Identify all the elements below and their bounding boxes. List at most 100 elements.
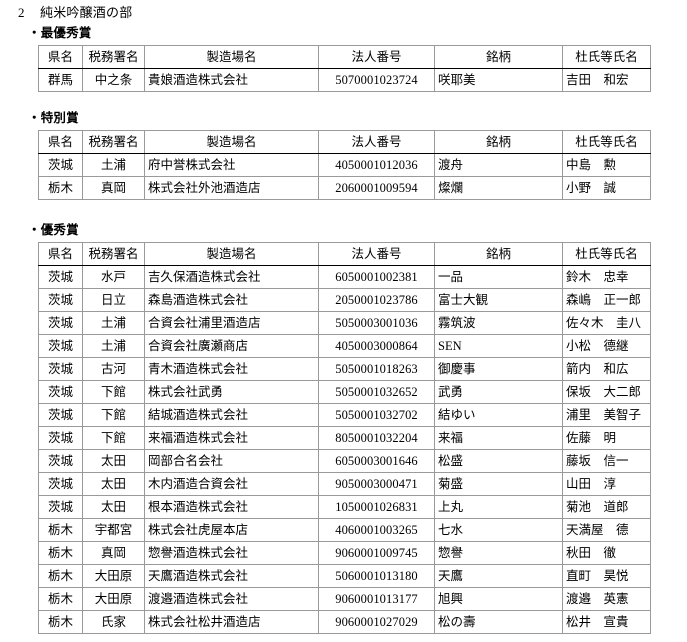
- page-title: 2 純米吟醸酒の部: [18, 4, 132, 22]
- column-header-hojin-bango: 法人番号: [318, 130, 435, 154]
- section-number: 2: [18, 5, 25, 20]
- cell-meigara: 菊盛: [434, 472, 563, 496]
- table-row: 群馬 中之条 貴娘酒造株式会社 5070001023724 咲耶美 吉田 和宏: [38, 68, 651, 92]
- cell-zeimusho: 日立: [82, 288, 145, 312]
- cell-meigara: 旭興: [434, 587, 563, 611]
- award-section-excellent: ・優秀賞 県名 税務署名 製造場名 法人番号 銘柄 杜氏等氏名 茨城 水戸 吉久保酒…: [0, 222, 687, 642]
- cell-hojin-bango: 5070001023724: [318, 68, 435, 92]
- column-header-seizojo: 製造場名: [144, 45, 319, 69]
- cell-meigara: 結ゆい: [434, 403, 563, 427]
- cell-meigara: 武勇: [434, 380, 563, 404]
- cell-zeimusho: 下館: [82, 380, 145, 404]
- cell-meigara: 松の壽: [434, 610, 563, 634]
- column-header-seizojo: 製造場名: [144, 242, 319, 266]
- award-table-excellent: 県名 税務署名 製造場名 法人番号 銘柄 杜氏等氏名 茨城 水戸 吉久保酒造株式会社…: [38, 242, 651, 634]
- cell-ken: 栃木: [38, 610, 83, 634]
- cell-zeimusho: 下館: [82, 426, 145, 450]
- cell-seizojo: 渡邉酒造株式会社: [144, 587, 319, 611]
- table-row: 茨城 下館 株式会社武勇 5050001032652 武勇 保坂 大二郎: [38, 380, 651, 404]
- table-row: 栃木 真岡 惣譽酒造株式会社 9060001009745 惣譽 秋田 徹: [38, 541, 651, 565]
- cell-ken: 茨城: [38, 311, 83, 335]
- cell-toji: 小松 德継: [562, 334, 651, 358]
- cell-toji: 渡邉 英憲: [562, 587, 651, 611]
- cell-toji: 天満屋 德: [562, 518, 651, 542]
- cell-toji: 吉田 和宏: [562, 68, 651, 92]
- cell-ken: 茨城: [38, 449, 83, 473]
- column-header-seizojo: 製造場名: [144, 130, 319, 154]
- cell-meigara: 富士大観: [434, 288, 563, 312]
- cell-hojin-bango: 5050001032652: [318, 380, 435, 404]
- table-row: 栃木 宇都宮 株式会社虎屋本店 4060001003265 七水 天満屋 德: [38, 518, 651, 542]
- table-row: 茨城 土浦 合資会社廣瀬商店 4050003000864 SEN 小松 德継: [38, 334, 651, 358]
- table-row: 茨城 土浦 府中誉株式会社 4050001012036 渡舟 中島 勲: [38, 153, 651, 177]
- column-header-toji: 杜氏等氏名: [562, 45, 651, 69]
- cell-toji: 直町 昊悦: [562, 564, 651, 588]
- cell-ken: 茨城: [38, 426, 83, 450]
- cell-ken: 茨城: [38, 403, 83, 427]
- cell-zeimusho: 水戸: [82, 265, 145, 289]
- cell-toji: 山田 淳: [562, 472, 651, 496]
- table-header-row: 県名 税務署名 製造場名 法人番号 銘柄 杜氏等氏名: [38, 130, 651, 154]
- column-header-zeimusho: 税務署名: [82, 242, 145, 266]
- table-body-special: 茨城 土浦 府中誉株式会社 4050001012036 渡舟 中島 勲栃木 真岡 株式会社外池…: [38, 153, 651, 200]
- cell-zeimusho: 土浦: [82, 311, 145, 335]
- cell-ken: 栃木: [38, 564, 83, 588]
- cell-zeimusho: 土浦: [82, 153, 145, 177]
- cell-seizojo: 森島酒造株式会社: [144, 288, 319, 312]
- cell-meigara: 燦爛: [434, 176, 563, 200]
- table-row: 栃木 真岡 株式会社外池酒造店 2060001009594 燦爛 小野 誠: [38, 176, 651, 200]
- column-header-hojin-bango: 法人番号: [318, 242, 435, 266]
- cell-zeimusho: 宇都宮: [82, 518, 145, 542]
- cell-seizojo: 株式会社松井酒造店: [144, 610, 319, 634]
- cell-toji: 秋田 徹: [562, 541, 651, 565]
- column-header-zeimusho: 税務署名: [82, 130, 145, 154]
- cell-meigara: 咲耶美: [434, 68, 563, 92]
- cell-hojin-bango: 6050001002381: [318, 265, 435, 289]
- cell-ken: 栃木: [38, 518, 83, 542]
- cell-seizojo: 根本酒造株式会社: [144, 495, 319, 519]
- cell-ken: 茨城: [38, 153, 83, 177]
- cell-toji: 松井 宣貴: [562, 610, 651, 634]
- cell-meigara: 渡舟: [434, 153, 563, 177]
- cell-hojin-bango: 9060001027029: [318, 610, 435, 634]
- award-label-special: ・特別賞: [28, 111, 79, 125]
- cell-zeimusho: 古河: [82, 357, 145, 381]
- table-row: 茨城 土浦 合資会社浦里酒造店 5050003001036 霧筑波 佐々木 圭八: [38, 311, 651, 335]
- table-row: 茨城 下館 来福酒造株式会社 8050001032204 来福 佐藤 明: [38, 426, 651, 450]
- award-table-special: 県名 税務署名 製造場名 法人番号 銘柄 杜氏等氏名 茨城 土浦 府中誉株式会社 40…: [38, 130, 651, 200]
- cell-seizojo: 株式会社虎屋本店: [144, 518, 319, 542]
- table-row: 茨城 水戸 吉久保酒造株式会社 6050001002381 一品 鈴木 忠幸: [38, 265, 651, 289]
- cell-hojin-bango: 4050001012036: [318, 153, 435, 177]
- cell-toji: 中島 勲: [562, 153, 651, 177]
- table-row: 栃木 氏家 株式会社松井酒造店 9060001027029 松の壽 松井 宣貴: [38, 610, 651, 634]
- cell-hojin-bango: 6050003001646: [318, 449, 435, 473]
- table-row: 茨城 下館 結城酒造株式会社 5050001032702 結ゆい 浦里 美智子: [38, 403, 651, 427]
- cell-hojin-bango: 5050003001036: [318, 311, 435, 335]
- cell-seizojo: 岡部合名会社: [144, 449, 319, 473]
- award-section-special: ・特別賞 県名 税務署名 製造場名 法人番号 銘柄 杜氏等氏名 茨城 土浦 府中誉株…: [0, 110, 687, 200]
- table-header-row: 県名 税務署名 製造場名 法人番号 銘柄 杜氏等氏名: [38, 45, 651, 69]
- column-header-toji: 杜氏等氏名: [562, 242, 651, 266]
- cell-seizojo: 吉久保酒造株式会社: [144, 265, 319, 289]
- cell-hojin-bango: 5060001013180: [318, 564, 435, 588]
- cell-toji: 浦里 美智子: [562, 403, 651, 427]
- table-row: 茨城 太田 岡部合名会社 6050003001646 松盛 藤坂 信一: [38, 449, 651, 473]
- cell-zeimusho: 太田: [82, 449, 145, 473]
- cell-hojin-bango: 5050001018263: [318, 357, 435, 381]
- cell-meigara: SEN: [434, 334, 563, 358]
- table-row: 茨城 太田 根本酒造株式会社 1050001026831 上丸 菊池 道郎: [38, 495, 651, 519]
- column-header-meigara: 銘柄: [434, 242, 563, 266]
- column-header-zeimusho: 税務署名: [82, 45, 145, 69]
- cell-hojin-bango: 2050001023786: [318, 288, 435, 312]
- cell-meigara: 霧筑波: [434, 311, 563, 335]
- cell-ken: 栃木: [38, 587, 83, 611]
- table-row: 茨城 古河 青木酒造株式会社 5050001018263 御慶事 箭内 和広: [38, 357, 651, 381]
- award-label-highest: ・最優秀賞: [28, 26, 92, 40]
- cell-toji: 小野 誠: [562, 176, 651, 200]
- cell-seizojo: 株式会社外池酒造店: [144, 176, 319, 200]
- award-section-highest: ・最優秀賞 県名 税務署名 製造場名 法人番号 銘柄 杜氏等氏名 群馬 中之条: [0, 25, 687, 92]
- cell-zeimusho: 大田原: [82, 587, 145, 611]
- column-header-hojin-bango: 法人番号: [318, 45, 435, 69]
- cell-ken: 茨城: [38, 495, 83, 519]
- award-table-highest: 県名 税務署名 製造場名 法人番号 銘柄 杜氏等氏名 群馬 中之条 貴娘酒造株式…: [38, 45, 651, 92]
